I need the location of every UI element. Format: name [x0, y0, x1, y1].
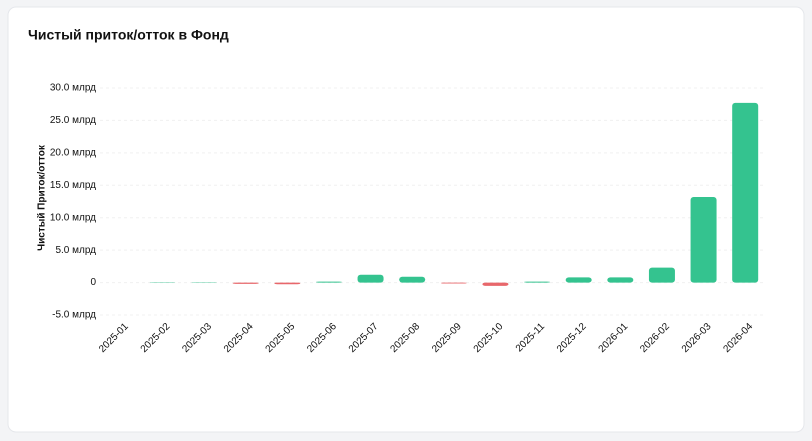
bar	[690, 196, 717, 283]
bar	[232, 282, 259, 284]
y-axis-title: Чистый Приток/отток	[37, 144, 48, 251]
y-tick-label: 5.0 млрд	[55, 245, 96, 256]
chart-title: Чистый приток/отток в Фонд	[28, 27, 229, 43]
bar	[399, 276, 426, 283]
bar	[357, 274, 384, 283]
card	[7, 6, 805, 433]
y-tick-label: 15.0 млрд	[50, 180, 96, 191]
bar	[565, 277, 592, 283]
y-tick-label: 20.0 млрд	[50, 147, 96, 158]
bar	[524, 281, 551, 283]
bar	[315, 281, 342, 283]
bar	[648, 267, 675, 283]
bar	[732, 102, 759, 283]
bar	[482, 282, 509, 286]
bar	[274, 282, 301, 285]
y-tick-label: 10.0 млрд	[50, 212, 96, 223]
y-tick-label: 0	[90, 277, 96, 288]
y-tick-label: -5.0 млрд	[52, 310, 96, 321]
y-tick-label: 25.0 млрд	[50, 115, 96, 126]
y-tick-label: 30.0 млрд	[50, 83, 96, 94]
bar	[440, 282, 467, 284]
bar	[607, 277, 634, 283]
